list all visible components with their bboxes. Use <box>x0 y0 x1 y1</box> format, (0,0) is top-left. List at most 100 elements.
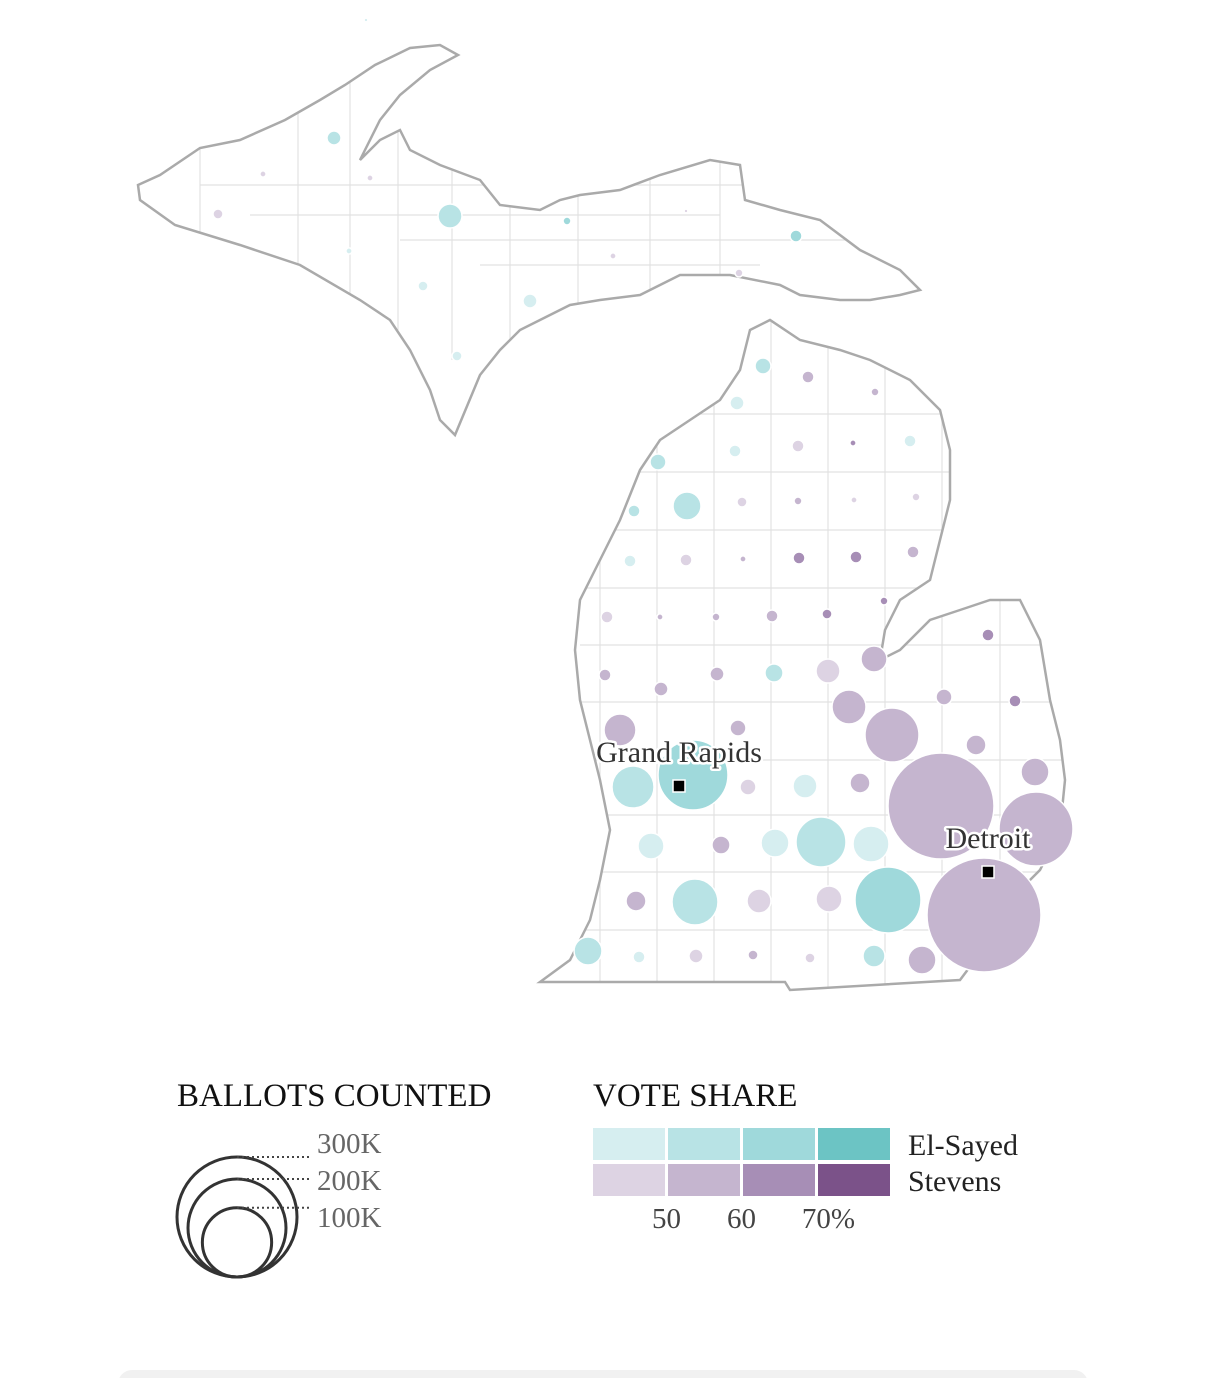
county-bubble <box>363 17 369 23</box>
county-bubble <box>729 719 747 737</box>
county-bubble <box>611 765 655 809</box>
size-legend-circle <box>200 1206 274 1279</box>
color-swatch <box>818 1128 890 1160</box>
county-bubble <box>1008 694 1022 708</box>
bubbles <box>212 17 1074 975</box>
color-swatch <box>593 1128 665 1160</box>
county-bubble <box>903 434 917 448</box>
county-bubble <box>821 608 833 620</box>
cities: Grand Rapids Detroit <box>594 734 1034 879</box>
county-bubble <box>792 551 806 565</box>
county-bubble <box>451 350 463 362</box>
county-bubble <box>711 612 721 622</box>
county-bubble <box>437 203 463 229</box>
county-bubble <box>854 866 922 934</box>
size-legend-circle <box>186 1177 288 1279</box>
county-bubble <box>804 952 816 964</box>
county-bubble <box>789 229 803 243</box>
county-bubble <box>765 609 779 623</box>
legend: BALLOTS COUNTED VOTE SHARE 300K 200K 100K E… <box>175 1078 1018 1279</box>
city-label: Grand Rapids <box>596 736 762 769</box>
county-bubble <box>907 945 937 975</box>
legend-series-name: El-Sayed <box>908 1129 1018 1162</box>
county-bubble <box>754 357 772 375</box>
county-bubble <box>998 791 1074 867</box>
county-bubble <box>522 293 538 309</box>
county-bubble <box>831 689 867 725</box>
county-bubble <box>728 444 742 458</box>
county-bubble <box>736 496 748 508</box>
county-bubble <box>623 554 637 568</box>
county-bubble <box>852 825 890 863</box>
county-bubble <box>656 613 664 621</box>
city-marker <box>981 865 995 879</box>
county-bubble <box>795 816 847 868</box>
county-bubble <box>632 950 646 964</box>
county-bubble <box>815 658 841 684</box>
color-tick-label: 50 <box>652 1203 681 1235</box>
county-bubble <box>793 496 803 506</box>
color-swatch <box>593 1164 665 1196</box>
county-bubble <box>671 878 719 926</box>
county-bubble <box>683 208 689 214</box>
size-legend-label: 100K <box>317 1202 382 1234</box>
county-bubble <box>625 890 647 912</box>
county-bubble <box>791 439 805 453</box>
city-marker <box>672 779 686 793</box>
county-bubble <box>935 688 953 706</box>
county-bubble <box>965 734 987 756</box>
county-bubble <box>862 944 886 968</box>
color-tick-label: 60 <box>727 1203 756 1235</box>
county-bubble <box>729 395 745 411</box>
county-bubble <box>860 645 888 673</box>
county-bubble <box>906 545 920 559</box>
county-bubble <box>760 828 790 858</box>
county-bubble <box>739 778 757 796</box>
county-bubble <box>672 491 702 521</box>
county-bubble <box>212 208 224 220</box>
upper-peninsula <box>136 43 923 438</box>
county-bubble <box>627 504 641 518</box>
county-bubble <box>850 496 858 504</box>
county-bubble <box>259 170 267 178</box>
county-bubble <box>746 888 772 914</box>
color-swatch <box>818 1164 890 1196</box>
county-bubble <box>739 555 747 563</box>
color-swatch <box>668 1128 740 1160</box>
county-bubble <box>679 553 693 567</box>
county-bubble <box>653 681 669 697</box>
county-bubble <box>711 835 731 855</box>
county-bubble <box>366 174 374 182</box>
county-bubble <box>849 550 863 564</box>
footer-bar <box>119 1370 1087 1378</box>
color-swatch <box>743 1128 815 1160</box>
county-bubble <box>887 752 995 860</box>
county-bubble <box>709 666 725 682</box>
county-bubble <box>792 773 818 799</box>
size-legend-title: BALLOTS COUNTED <box>177 1078 491 1114</box>
county-bubble <box>688 948 704 964</box>
county-bubble <box>417 280 429 292</box>
county-bubble <box>573 936 603 966</box>
size-legend-circle <box>175 1155 299 1279</box>
county-bubble <box>603 713 637 747</box>
county-bubble <box>849 772 871 794</box>
color-legend-title: VOTE SHARE <box>593 1078 797 1114</box>
county-bubble <box>870 387 880 397</box>
county-bubble <box>734 268 744 278</box>
county-bubble <box>326 130 342 146</box>
county-bubble <box>801 370 815 384</box>
color-swatch <box>668 1164 740 1196</box>
county-grid <box>199 80 1065 990</box>
size-legend-label: 200K <box>317 1165 382 1197</box>
county-bubble <box>815 885 843 913</box>
county-bubble <box>598 668 612 682</box>
color-tick-label: 70% <box>802 1203 855 1235</box>
county-bubble <box>879 596 889 606</box>
county-bubble <box>1020 757 1050 787</box>
county-bubble <box>911 492 921 502</box>
county-bubble <box>637 832 665 860</box>
county-bubble <box>649 453 667 471</box>
county-bubble <box>345 247 353 255</box>
